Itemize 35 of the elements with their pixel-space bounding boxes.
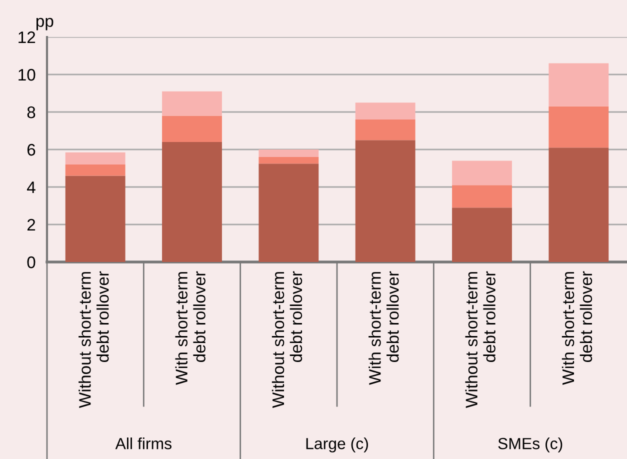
bar xyxy=(65,176,126,262)
bar xyxy=(162,91,222,116)
y-tick-label: 12 xyxy=(18,31,36,44)
bar xyxy=(452,208,512,262)
y-axis-title: pp xyxy=(36,18,54,30)
bar xyxy=(548,63,609,106)
bar xyxy=(452,160,512,186)
bar xyxy=(258,164,319,262)
y-tick-label: 10 xyxy=(18,68,36,81)
bar xyxy=(162,116,222,142)
y-tick-label: 6 xyxy=(27,144,36,156)
bar xyxy=(162,142,222,262)
x-tick-label: With short-term debt rollover xyxy=(562,271,592,385)
bar xyxy=(258,157,319,164)
y-tick-label: 4 xyxy=(27,182,36,194)
bar xyxy=(355,102,416,120)
x-tick-label: Without short-term debt rollover xyxy=(465,271,496,408)
y-tick-label: 8 xyxy=(27,106,36,118)
y-tick-label: 0 xyxy=(27,256,36,268)
text: All firms xyxy=(115,438,172,450)
text: SMEs (c) xyxy=(498,438,562,452)
bar xyxy=(355,140,416,262)
bar xyxy=(548,106,609,148)
x-tick-label: With short-term debt rollover xyxy=(175,271,206,385)
bar xyxy=(65,152,126,164)
bar xyxy=(452,185,512,208)
x-tick-label: Without short-term debt rollover xyxy=(272,271,302,408)
y-tick-label: 2 xyxy=(27,218,36,231)
x-tick-label: Without short-term debt rollover xyxy=(78,271,109,408)
x-tick-label: With short-term debt rollover xyxy=(368,271,399,385)
bar xyxy=(355,120,416,140)
text: Large (c) xyxy=(306,438,368,452)
bar xyxy=(65,164,126,176)
bar xyxy=(548,148,609,262)
bar xyxy=(258,150,319,157)
